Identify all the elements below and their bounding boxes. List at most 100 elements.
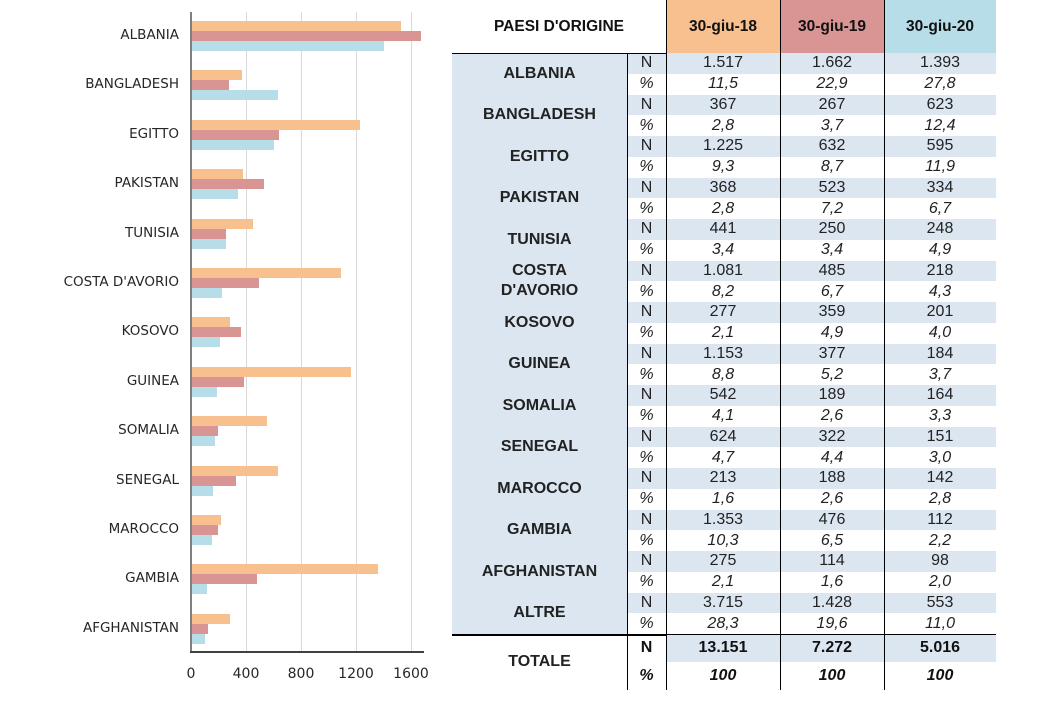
pct-value: 3,0 [928,448,952,466]
header-country: PAESI D'ORIGINE [493,17,624,35]
n-value: 359 [818,303,846,321]
pct-label: % [639,365,654,383]
header-date: 30-giu-18 [666,0,780,53]
category-label: COSTA D'AVORIO [63,274,179,290]
pct-value: 2,0 [928,573,952,591]
category-label: AFGHANISTAN [82,619,179,636]
total-pct-label: % [639,667,654,684]
pct-value: 8,2 [711,282,735,300]
header-date: 30-giu-19 [780,0,884,53]
n-value: 189 [818,386,846,404]
country-name-line: COSTA [512,262,567,280]
pct-value: 8,7 [820,158,844,176]
total-n-value: 7.272 [811,639,853,656]
category-label: MAROCCO [108,521,179,537]
n-row-bg [627,302,996,323]
n-value: 201 [926,303,954,321]
category-label: GUINEA [126,372,179,389]
x-tick-label: 800 [287,666,315,682]
bar-30-giu-18 [192,119,361,130]
country-name: AFGHANISTAN [452,551,627,593]
n-value: 218 [926,261,954,279]
category-label: TUNISIA [125,224,179,241]
n-row-bg [627,136,996,157]
n-value: 1.081 [702,261,744,279]
pct-label: % [639,241,654,259]
total-n-bg [666,635,996,662]
bar-30-giu-20 [192,535,212,545]
n-value: 322 [818,427,846,445]
bar-30-giu-19 [192,525,218,535]
n-label: N [640,178,653,196]
n-label: N [640,469,653,487]
bar-30-giu-18 [192,317,231,328]
bar-30-giu-20 [192,436,215,447]
n-value: 1.393 [919,54,961,72]
category-label: EGITTO [129,125,179,142]
pct-label: % [639,75,654,93]
n-value: 1.353 [702,510,744,528]
pct-value: 1,6 [711,490,735,508]
pct-value: 6,7 [820,282,844,300]
n-value: 542 [709,386,737,404]
pct-label: % [639,407,654,425]
column-border [884,0,885,690]
country-name: ALTRE [452,593,627,635]
n-row-bg [627,219,996,240]
n-value: 476 [818,510,846,528]
n-row-bg [627,551,996,572]
country-name-line: GUINEA [508,355,571,373]
pct-value: 11,9 [925,158,955,176]
bar-30-giu-20 [192,633,206,644]
y-axis [190,12,192,653]
x-tick-label: 0 [186,666,196,682]
total-n-label: N [640,639,653,656]
pct-value: 4,0 [928,324,952,342]
n-row-bg [627,260,996,282]
country-name: MAROCCO [452,468,627,510]
bar-30-giu-19 [192,278,259,288]
pct-label: % [639,490,654,508]
category-label: KOSOVO [121,323,179,340]
n-value: 114 [819,552,845,570]
country-name-line: ALBANIA [503,64,576,82]
bar-30-giu-20 [192,41,384,51]
n-value: 367 [709,95,737,113]
n-value: 250 [818,220,846,238]
country-name-line: SENEGAL [500,438,579,456]
bar-30-giu-19 [192,623,208,634]
country-name: ALBANIA [452,53,627,95]
n-label: N [640,220,653,238]
country-name: GAMBIA [452,510,627,552]
pct-value: 4,4 [820,448,844,466]
n-row-bg [627,468,996,489]
pct-value: 3,4 [820,241,844,259]
pct-value: 2,1 [711,324,735,342]
n-label: N [640,344,653,362]
n-value: 1.153 [702,344,744,362]
country-column-bg [452,53,627,634]
pct-value: 2,8 [711,199,735,217]
n-value: 595 [926,137,954,155]
country-name-line: KOSOVO [504,313,575,331]
pct-value: 6,7 [928,199,952,217]
bar-30-giu-19 [192,31,421,41]
pct-value: 19,6 [816,614,848,632]
n-value: 248 [926,220,954,238]
n-row-bg [627,177,996,199]
n-value: 632 [818,137,846,155]
pct-value: 10,3 [707,531,739,549]
n-value: 368 [709,178,737,196]
category-label: SENEGAL [116,471,179,488]
country-name: KOSOVO [452,302,627,344]
bar-30-giu-20 [192,90,278,101]
bar-30-giu-19 [192,475,237,486]
pct-value: 2,8 [928,490,952,508]
x-axis [190,651,424,653]
n-row-bg [627,592,996,614]
pct-value: 4,9 [820,324,844,342]
bar-30-giu-20 [192,337,220,348]
bar-30-giu-18 [192,218,253,229]
category-label: GAMBIA [125,570,179,587]
n-value: 213 [709,469,737,487]
